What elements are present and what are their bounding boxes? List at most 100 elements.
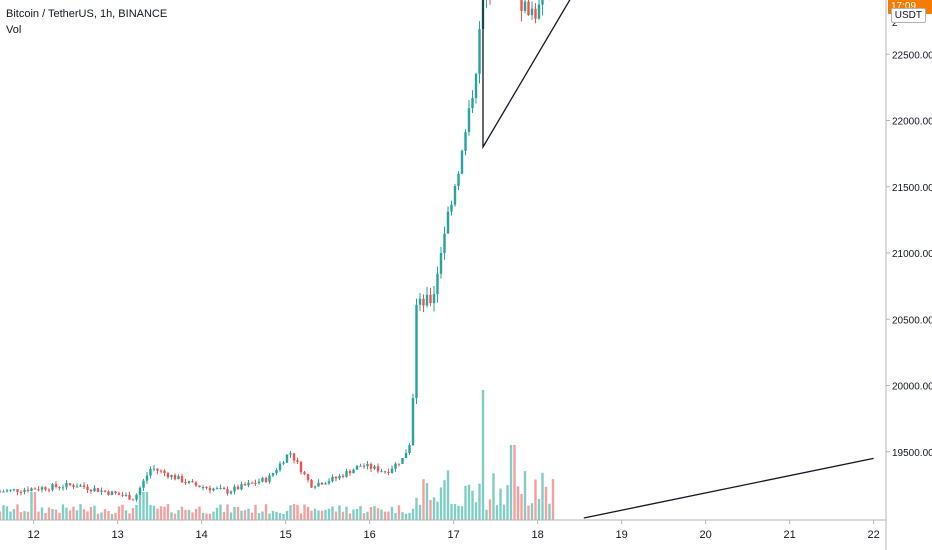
candle-body (478, 29, 481, 74)
volume-bar (149, 504, 152, 520)
volume-bar (103, 509, 107, 520)
x-tick-label: 18 (531, 529, 543, 541)
candle-body (348, 471, 352, 474)
volume-bar (450, 504, 453, 520)
volume-bar (453, 504, 457, 520)
volume-bar (268, 513, 271, 520)
volume-bar (26, 511, 30, 520)
volume-bar (495, 505, 499, 520)
candle-body (261, 477, 264, 482)
volume-bar (348, 513, 352, 520)
volume-bar (12, 509, 16, 520)
candle-body (432, 294, 436, 304)
volume-bar (47, 507, 51, 520)
volume-bar (513, 445, 516, 520)
candle-body (397, 463, 401, 465)
volume-bar (275, 511, 278, 520)
candle-body (268, 475, 271, 482)
volume-bar (467, 484, 471, 520)
candle-body (65, 483, 68, 488)
volume-bar (401, 512, 404, 520)
volume-bar (247, 508, 250, 520)
candle-body (208, 488, 212, 491)
candle-body (523, 1, 527, 12)
candle-body (61, 487, 65, 489)
volume-bar (544, 486, 548, 520)
volume-bar (362, 513, 366, 520)
volume-label[interactable]: Vol (6, 24, 22, 36)
volume-bar (37, 511, 40, 520)
volume-bar (366, 511, 369, 520)
candle-body (159, 470, 163, 472)
candle-body (313, 486, 317, 488)
candle-body (156, 468, 159, 471)
candle-body (79, 485, 82, 487)
candle-body (135, 494, 138, 500)
candle-body (222, 487, 226, 490)
volume-bar (369, 507, 373, 520)
candle-body (394, 463, 397, 469)
candle-body (467, 108, 471, 133)
candle-body (527, 1, 530, 16)
volume-bar (313, 508, 317, 520)
candle-body (541, 0, 544, 5)
symbol-title[interactable]: Bitcoin / TetherUS, 1h, BINANCE (6, 8, 168, 20)
volume-bar (229, 512, 233, 520)
candle-body (537, 4, 541, 19)
volume-bar (131, 507, 135, 520)
candle-body (436, 273, 439, 295)
volume-bar (170, 512, 173, 520)
x-tick-label: 19 (615, 529, 627, 541)
volume-bar (485, 509, 488, 520)
candle-body (254, 482, 257, 484)
candle-body (142, 480, 145, 488)
candle-body (429, 294, 432, 304)
candle-body (275, 470, 278, 474)
volume-bar (128, 513, 131, 520)
candle-body (23, 489, 26, 492)
volume-bar (219, 504, 222, 520)
volume-bar (124, 510, 128, 520)
volume-bar (534, 479, 537, 520)
candle-body (68, 483, 72, 486)
volume-bar (250, 512, 254, 520)
volume-bar (198, 506, 201, 520)
candle-body (278, 463, 282, 471)
volume-bar (100, 512, 103, 520)
volume-bar (306, 506, 310, 520)
y-tick-label: 21500.00 (892, 183, 932, 194)
candle-body (194, 482, 198, 486)
candle-body (534, 8, 537, 19)
candle-body (191, 481, 194, 483)
volume-bar (72, 506, 75, 520)
volume-bar (110, 513, 114, 520)
volume-bar (5, 506, 9, 520)
candle-body (243, 484, 247, 486)
volume-bar (516, 486, 520, 520)
candle-body (460, 150, 464, 174)
candle-body (128, 494, 131, 500)
candle-body (114, 491, 117, 494)
volume-bar (2, 505, 5, 520)
candle-body (418, 298, 422, 305)
volume-bar (30, 492, 33, 520)
candle-body (240, 484, 243, 490)
volume-bar (44, 513, 47, 520)
volume-bar (75, 510, 79, 520)
candle-body (145, 475, 149, 481)
volume-bar (257, 513, 261, 520)
candle-body (72, 485, 75, 487)
candle-body (355, 465, 359, 470)
volume-bar (341, 511, 345, 520)
volume-bar (415, 497, 418, 520)
candle-body (457, 173, 460, 187)
volume-bar (135, 504, 138, 520)
x-tick-label: 22 (867, 529, 879, 541)
volume-bar (65, 507, 68, 520)
currency-unit-button[interactable]: USDT (890, 8, 926, 23)
volume-bar (152, 505, 156, 520)
volume-bar (390, 506, 394, 520)
volume-bar (331, 506, 334, 520)
volume-bar (208, 513, 212, 520)
